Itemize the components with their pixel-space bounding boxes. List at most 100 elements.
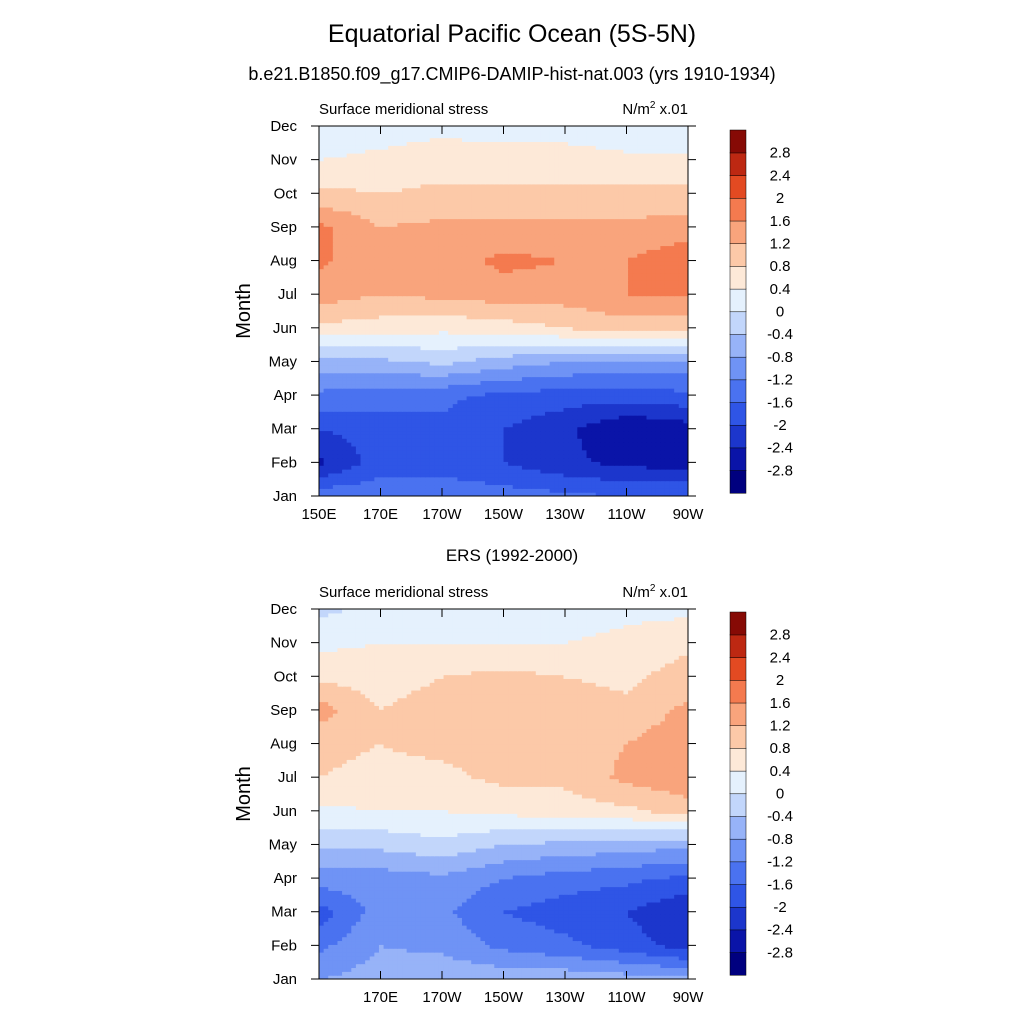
contour-cell (411, 484, 417, 489)
contour-cell (337, 284, 343, 289)
contour-cell (554, 488, 560, 493)
contour-cell (554, 445, 560, 451)
contour-cell (646, 353, 652, 358)
contour-cell (337, 303, 343, 308)
contour-cell (457, 345, 463, 351)
contour-cell (632, 484, 638, 489)
contour-cell (438, 345, 445, 351)
contour-cell (383, 411, 389, 416)
contour-cell (480, 257, 486, 262)
contour-cell (355, 480, 362, 486)
contour-cell (637, 303, 643, 308)
contour-cell (328, 388, 334, 393)
contour-cell (683, 442, 688, 447)
contour-cell (461, 465, 468, 470)
contour-cell (674, 422, 680, 428)
contour-cell (355, 380, 362, 385)
contour-cell (572, 349, 578, 354)
contour-cell (337, 311, 343, 316)
contour-cell (641, 472, 648, 478)
contour-cell (549, 280, 555, 285)
contour-cell (415, 318, 422, 324)
contour-cell (568, 334, 574, 339)
contour-cell (586, 488, 592, 493)
contour-cell (443, 461, 449, 466)
contour-cell (618, 264, 625, 270)
contour-cell (545, 284, 551, 289)
contour-cell (374, 364, 380, 370)
contour-cell (545, 488, 551, 493)
contour-cell (443, 388, 449, 393)
contour-cell (581, 268, 588, 274)
contour-cell (388, 314, 394, 320)
contour-cell (461, 268, 468, 274)
contour-cell (655, 307, 661, 312)
contour-cell (443, 480, 449, 486)
contour-cell (402, 472, 408, 478)
contour-cell (568, 457, 574, 462)
contour-cell (369, 349, 375, 354)
contour-cell (554, 260, 560, 266)
contour-cell (480, 395, 486, 401)
contour-cell (586, 276, 592, 281)
contour-cell (669, 445, 675, 451)
contour-cell (535, 430, 541, 435)
contour-cell (669, 260, 675, 266)
contour-cell (342, 272, 348, 277)
contour-cell (600, 488, 606, 493)
contour-cell (480, 461, 486, 466)
contour-cell (646, 341, 652, 347)
contour-cell (521, 407, 528, 412)
contour-cell (397, 472, 403, 478)
contour-cell (683, 330, 688, 335)
contour-cell (355, 303, 362, 308)
contour-cell (664, 488, 671, 493)
contour-cell (628, 442, 634, 447)
contour-cell (526, 291, 532, 297)
contour-cell (669, 426, 675, 432)
contour-cell (351, 449, 357, 455)
contour-cell (475, 476, 482, 482)
contour-cell (517, 299, 523, 304)
contour-cell (531, 307, 537, 312)
contour-cell (549, 442, 555, 447)
contour-cell (466, 476, 472, 482)
contour-cell (641, 391, 648, 397)
contour-cell (328, 314, 334, 320)
contour-cell (563, 472, 569, 478)
contour-cell (438, 284, 445, 289)
contour-cell (669, 384, 675, 389)
contour-cell (545, 349, 551, 354)
contour-cell (558, 287, 565, 293)
contour-cell (471, 403, 477, 408)
contour-cell (646, 307, 652, 312)
contour-cell (568, 264, 574, 270)
contour-cell (485, 399, 491, 405)
contour-cell (535, 311, 541, 316)
contour-cell (586, 330, 592, 335)
contour-cell (420, 253, 426, 258)
contour-cell (577, 307, 583, 312)
contour-cell (646, 264, 652, 270)
contour-cell (674, 411, 680, 416)
contour-cell (664, 311, 671, 316)
contour-cell (678, 411, 684, 416)
contour-cell (498, 349, 505, 354)
contour-cell (346, 295, 352, 301)
contour-cell (558, 260, 565, 266)
contour-cell (641, 469, 648, 474)
contour-cell (563, 337, 569, 343)
contour-cell (406, 376, 412, 381)
contour-cell (545, 388, 551, 393)
contour-cell (558, 299, 565, 304)
contour-cell (678, 326, 684, 331)
contour-cell (475, 426, 482, 432)
contour-cell (360, 469, 366, 474)
contour-cell (383, 287, 389, 293)
contour-cell (554, 376, 560, 381)
contour-cell (466, 380, 472, 385)
contour-cell (660, 291, 666, 297)
contour-cell (664, 442, 671, 447)
contour-cell (618, 492, 625, 496)
contour-cell (319, 264, 325, 270)
